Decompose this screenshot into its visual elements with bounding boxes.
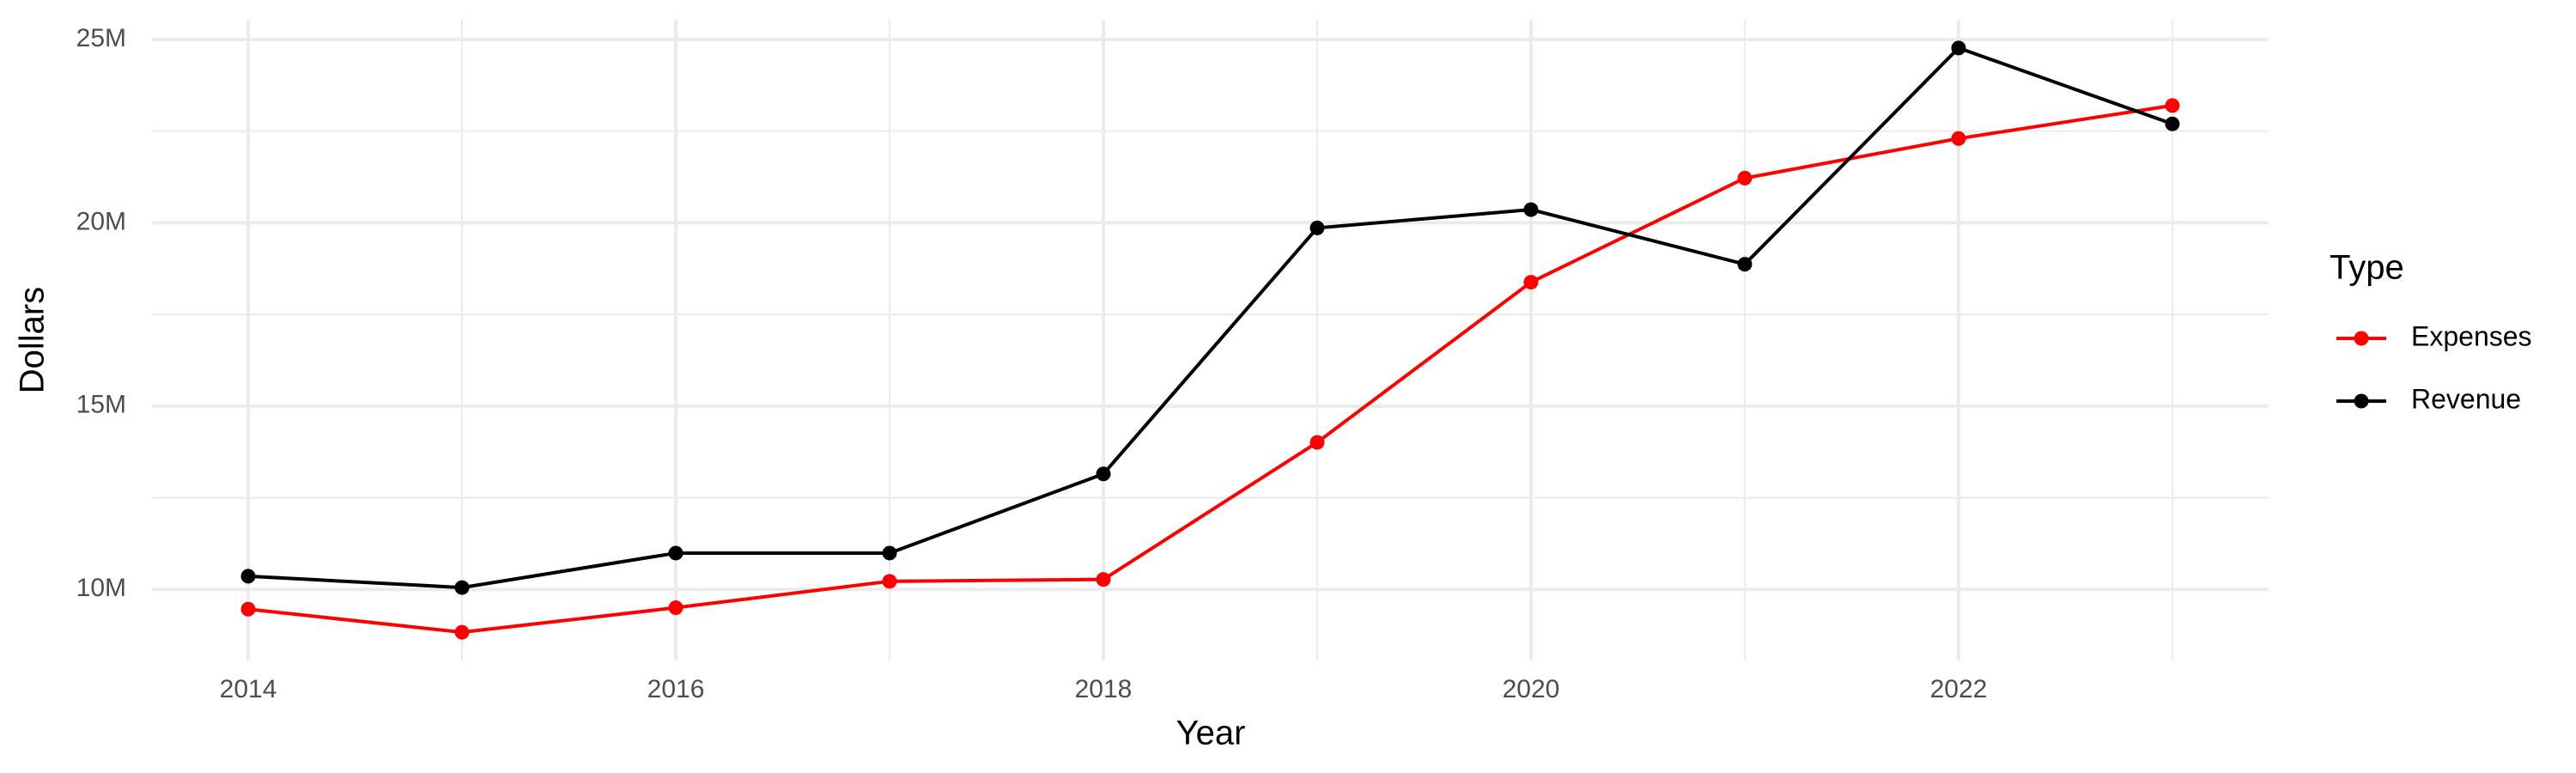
data-point bbox=[1309, 220, 1325, 235]
data-point bbox=[882, 545, 897, 561]
data-point bbox=[668, 545, 683, 561]
x-axis-title: Year bbox=[1176, 715, 1246, 752]
legend-key-point bbox=[2354, 331, 2369, 346]
legend-label: Expenses bbox=[2411, 320, 2532, 351]
legend-label: Revenue bbox=[2411, 383, 2521, 414]
data-point bbox=[1096, 466, 1111, 482]
x-tick-label: 2014 bbox=[220, 675, 277, 703]
x-tick-label: 2016 bbox=[647, 675, 705, 703]
data-point bbox=[240, 569, 256, 584]
data-point bbox=[668, 600, 683, 616]
data-point bbox=[240, 601, 256, 617]
data-point bbox=[1951, 131, 1966, 146]
data-point bbox=[454, 624, 470, 640]
series-line bbox=[247, 46, 2173, 590]
series-line bbox=[247, 103, 2173, 635]
y-tick-label: 10M bbox=[76, 574, 126, 602]
x-tick-label: 2020 bbox=[1503, 675, 1560, 703]
data-point bbox=[1523, 275, 1539, 290]
data-point bbox=[1737, 257, 1753, 272]
data-point bbox=[2165, 98, 2180, 113]
data-point bbox=[454, 580, 470, 595]
data-point bbox=[882, 574, 897, 589]
y-tick-label: 15M bbox=[76, 391, 126, 419]
y-tick-label: 20M bbox=[76, 207, 126, 235]
data-point bbox=[1096, 572, 1111, 587]
data-point bbox=[1951, 40, 1966, 56]
y-tick-label: 25M bbox=[76, 24, 126, 52]
y-axis-title: Dollars bbox=[14, 287, 52, 393]
data-point bbox=[1737, 170, 1753, 186]
data-point bbox=[2165, 116, 2180, 131]
legend-key-point bbox=[2354, 393, 2369, 409]
data-point bbox=[1523, 202, 1539, 217]
x-tick-label: 2018 bbox=[1075, 675, 1133, 703]
legend-title: Type bbox=[2330, 249, 2404, 287]
data-point bbox=[1309, 435, 1325, 450]
x-tick-label: 2022 bbox=[1930, 675, 1988, 703]
